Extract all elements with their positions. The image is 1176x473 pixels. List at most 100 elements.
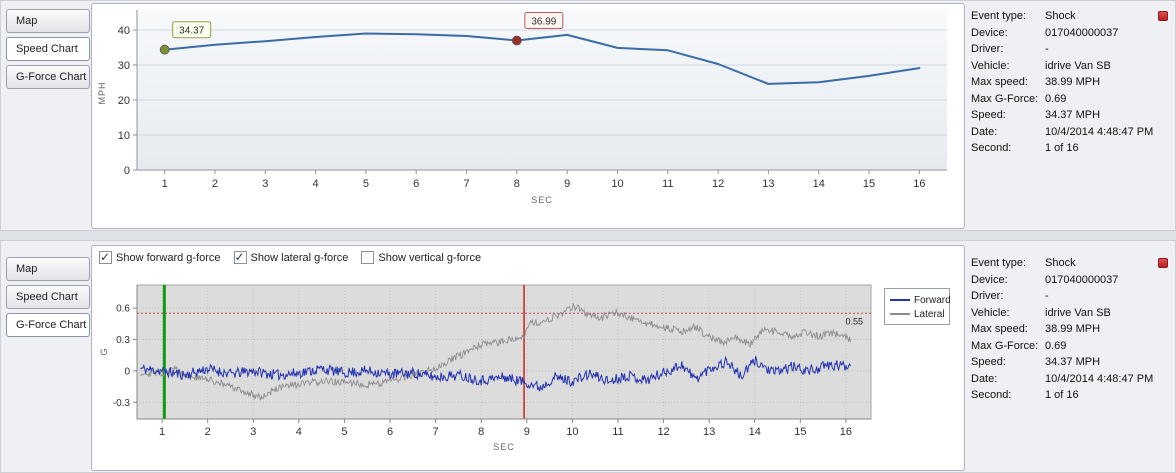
detail-value: 1 of 16 bbox=[1045, 389, 1079, 401]
detail-label: Max G-Force: bbox=[971, 92, 1039, 105]
checkbox-show-vertical-gforce[interactable]: Show vertical g-force bbox=[361, 251, 481, 264]
svg-text:-0.3: -0.3 bbox=[113, 398, 131, 409]
detail-value: idrive Van SB bbox=[1045, 59, 1111, 72]
gforce-options: Show forward g-force Show lateral g-forc… bbox=[99, 250, 494, 264]
tab-gforce-chart[interactable]: G-Force Chart bbox=[6, 313, 90, 337]
legend-label: Lateral bbox=[914, 308, 945, 320]
detail-row-speed: Speed: 34.37 MPH bbox=[971, 109, 1171, 121]
detail-label: Speed: bbox=[971, 109, 1006, 121]
detail-label: Device: bbox=[971, 26, 1008, 39]
svg-text:0: 0 bbox=[124, 165, 130, 177]
detail-label: Event type: bbox=[971, 257, 1027, 269]
detail-row-vehicle: Vehicle: idrive Van SB bbox=[971, 307, 1171, 319]
speed-chart-panel: Map Speed Chart G-Force Chart 0 10 20 30 40 1… bbox=[0, 0, 1176, 231]
svg-text:12: 12 bbox=[712, 178, 724, 190]
tab-gforce-chart[interactable]: G-Force Chart bbox=[6, 65, 90, 89]
svg-text:2: 2 bbox=[212, 178, 218, 190]
svg-text:SEC: SEC bbox=[493, 442, 515, 452]
detail-value: 38.99 MPH bbox=[1045, 76, 1101, 88]
checkbox-label: Show forward g-force bbox=[116, 251, 221, 264]
checkbox-show-lateral-gforce[interactable]: Show lateral g-force bbox=[233, 250, 348, 264]
svg-text:3: 3 bbox=[262, 178, 268, 190]
svg-text:11: 11 bbox=[662, 178, 673, 190]
alert-icon bbox=[1158, 258, 1168, 268]
tab-map[interactable]: Map bbox=[6, 9, 90, 33]
svg-text:11: 11 bbox=[612, 426, 623, 438]
detail-label: Max speed: bbox=[971, 76, 1028, 88]
checkbox-show-forward-gforce[interactable]: Show forward g-force bbox=[99, 250, 221, 264]
svg-text:15: 15 bbox=[863, 178, 875, 190]
svg-text:10: 10 bbox=[118, 130, 130, 142]
detail-value: Shock bbox=[1045, 10, 1076, 22]
detail-label: Speed: bbox=[971, 356, 1006, 368]
detail-row-max-gforce: Max G-Force: 0.69 bbox=[971, 93, 1171, 105]
svg-text:G: G bbox=[99, 348, 109, 355]
svg-text:8: 8 bbox=[478, 426, 484, 438]
tab-strip: Map Speed Chart G-Force Chart bbox=[6, 9, 92, 93]
detail-value: 38.99 MPH bbox=[1045, 323, 1101, 335]
detail-label: Second: bbox=[971, 142, 1012, 154]
detail-row-event-type: Event type: Shock bbox=[971, 257, 1171, 269]
legend-entry-lateral: Lateral bbox=[890, 307, 945, 321]
detail-label: Device: bbox=[971, 273, 1008, 286]
tab-speed-chart[interactable]: Speed Chart bbox=[6, 285, 90, 309]
detail-value: 34.37 MPH bbox=[1045, 356, 1101, 368]
detail-row-date: Date: 10/4/2014 4:48:47 PM bbox=[971, 126, 1171, 138]
speed-chart-container: 0 10 20 30 40 1 2 3 4 5 6 7 8 9 10 11 12 13 14 15 16 SEC MPH 34… bbox=[91, 3, 965, 229]
gforce-chart-canvas[interactable]: 0.55-0.300.30.61 2 3 4 5 6 7 8 9 10 11 12 13 14 15 16SE… bbox=[93, 273, 961, 469]
detail-label: Driver: bbox=[971, 43, 1004, 55]
detail-label: Date: bbox=[971, 125, 998, 138]
svg-text:0.6: 0.6 bbox=[116, 304, 130, 315]
detail-value: 0.69 bbox=[1045, 339, 1067, 352]
event-details: Event type: Shock Device: 017040000037 Dri… bbox=[971, 10, 1171, 159]
detail-label: Date: bbox=[971, 372, 998, 385]
svg-text:5: 5 bbox=[363, 178, 369, 190]
svg-text:8: 8 bbox=[514, 178, 520, 190]
svg-text:13: 13 bbox=[762, 178, 774, 190]
detail-value: 34.37 MPH bbox=[1045, 109, 1101, 121]
detail-row-max-speed: Max speed: 38.99 MPH bbox=[971, 323, 1171, 335]
chart-legend: Forward Lateral bbox=[884, 288, 951, 325]
svg-text:0.3: 0.3 bbox=[116, 335, 130, 346]
tab-strip: Map Speed Chart G-Force Chart bbox=[6, 257, 92, 341]
svg-text:MPH: MPH bbox=[97, 82, 107, 105]
detail-row-second: Second: 1 of 16 bbox=[971, 142, 1171, 154]
legend-entry-forward: Forward bbox=[890, 293, 951, 307]
checkbox-box[interactable] bbox=[99, 250, 112, 264]
legend-label: Forward bbox=[914, 294, 951, 306]
checkbox-box[interactable] bbox=[233, 250, 247, 264]
svg-text:9: 9 bbox=[564, 178, 570, 190]
svg-text:13: 13 bbox=[703, 426, 715, 438]
checkbox-box[interactable] bbox=[361, 251, 375, 264]
tab-map[interactable]: Map bbox=[6, 257, 90, 281]
svg-text:0: 0 bbox=[124, 366, 130, 377]
svg-text:14: 14 bbox=[813, 178, 825, 190]
detail-value: idrive Van SB bbox=[1045, 306, 1111, 319]
gforce-chart-container: Show forward g-force Show lateral g-forc… bbox=[91, 245, 965, 471]
detail-label: Vehicle: bbox=[971, 306, 1010, 319]
detail-label: Event type: bbox=[971, 10, 1027, 22]
detail-value: 1 of 16 bbox=[1045, 142, 1079, 154]
detail-row-driver: Driver: - bbox=[971, 290, 1171, 302]
detail-value: 017040000037 bbox=[1045, 273, 1119, 286]
svg-text:7: 7 bbox=[433, 426, 439, 438]
detail-row-second: Second: 1 of 16 bbox=[971, 389, 1171, 401]
svg-text:10: 10 bbox=[566, 426, 578, 438]
svg-text:30: 30 bbox=[118, 60, 130, 72]
svg-text:14: 14 bbox=[749, 426, 761, 438]
svg-text:3: 3 bbox=[250, 426, 256, 438]
svg-text:34.37: 34.37 bbox=[179, 26, 204, 37]
svg-text:9: 9 bbox=[524, 426, 530, 438]
svg-text:1: 1 bbox=[159, 426, 165, 438]
detail-row-device: Device: 017040000037 bbox=[971, 27, 1171, 39]
gforce-chart-panel: Map Speed Chart G-Force Chart Show forwa… bbox=[0, 240, 1176, 473]
detail-row-max-gforce: Max G-Force: 0.69 bbox=[971, 340, 1171, 352]
tab-speed-chart[interactable]: Speed Chart bbox=[6, 37, 90, 61]
alert-icon bbox=[1158, 11, 1168, 21]
detail-value: 10/4/2014 4:48:47 PM bbox=[1045, 372, 1154, 385]
svg-text:4: 4 bbox=[313, 178, 319, 190]
svg-text:16: 16 bbox=[840, 426, 852, 438]
lateral-line-swatch bbox=[890, 313, 910, 315]
detail-label: Max G-Force: bbox=[971, 339, 1039, 352]
